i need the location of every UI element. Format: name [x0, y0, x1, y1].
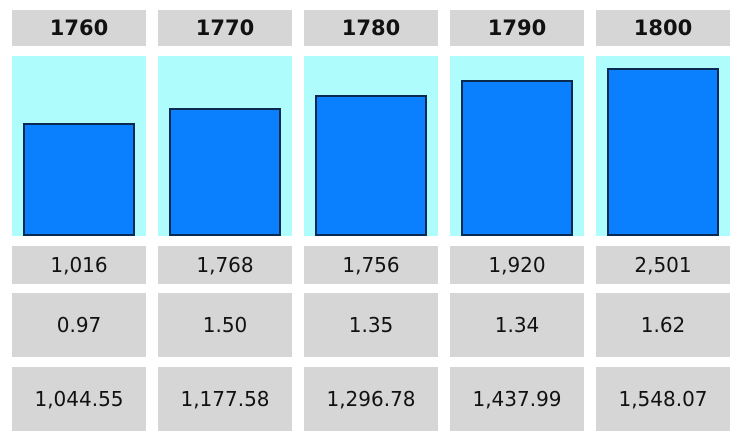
row-3-value-1790: 1,437.99 [450, 367, 584, 431]
row-3-value-1760: 1,044.55 [12, 367, 146, 431]
year-header-1760: 1760 [12, 10, 146, 46]
row-1-value-1760: 1,016 [12, 246, 146, 284]
bar-1770 [169, 108, 281, 236]
row-3-value-1800: 1,548.07 [596, 367, 730, 431]
row-1-value-1770: 1,768 [158, 246, 292, 284]
row-2-value-1780: 1.35 [304, 293, 438, 357]
bar-1780 [315, 95, 427, 236]
row-1-value-1780: 1,756 [304, 246, 438, 284]
year-header-1800: 1800 [596, 10, 730, 46]
row-2-value-1790: 1.34 [450, 293, 584, 357]
row-3-value-1770: 1,177.58 [158, 367, 292, 431]
row-2-value-1800: 1.62 [596, 293, 730, 357]
bar-1760 [23, 123, 135, 236]
bar-1800 [607, 68, 719, 236]
year-header-1780: 1780 [304, 10, 438, 46]
year-header-1770: 1770 [158, 10, 292, 46]
row-1-value-1790: 1,920 [450, 246, 584, 284]
bar-1790 [461, 80, 573, 236]
row-2-value-1760: 0.97 [12, 293, 146, 357]
row-2-value-1770: 1.50 [158, 293, 292, 357]
row-1-value-1800: 2,501 [596, 246, 730, 284]
year-header-1790: 1790 [450, 10, 584, 46]
row-3-value-1780: 1,296.78 [304, 367, 438, 431]
